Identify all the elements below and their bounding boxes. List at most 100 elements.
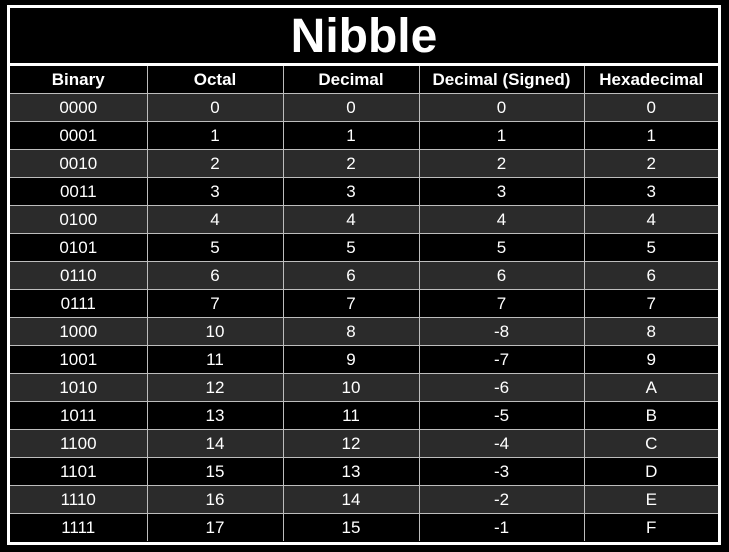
cell-octal: 14 <box>146 429 283 458</box>
cell-hexadecimal: 2 <box>583 149 718 178</box>
table-body: 0000 0 0 0 0 0001 1 1 1 1 0010 2 2 2 2 0011 3 3 3 3 0100 4 4 4 4… <box>10 93 718 541</box>
cell-decimal-signed: 4 <box>418 205 584 234</box>
cell-octal: 16 <box>146 485 283 514</box>
table-row: 1001 11 9 -7 9 <box>10 345 718 374</box>
cell-binary: 1001 <box>10 345 147 374</box>
cell-hexadecimal: 1 <box>583 121 718 150</box>
cell-hexadecimal: 3 <box>583 177 718 206</box>
cell-octal: 12 <box>146 373 283 402</box>
cell-octal: 17 <box>146 513 283 541</box>
cell-decimal: 4 <box>282 205 419 234</box>
table-row: 0100 4 4 4 4 <box>10 205 718 234</box>
cell-decimal: 3 <box>282 177 419 206</box>
cell-hexadecimal: D <box>583 457 718 486</box>
cell-octal: 3 <box>146 177 283 206</box>
cell-decimal-signed: -3 <box>418 457 584 486</box>
cell-decimal-signed: 2 <box>418 149 584 178</box>
table-row: 1010 12 10 -6 A <box>10 373 718 402</box>
cell-decimal: 0 <box>282 93 419 122</box>
cell-decimal-signed: -4 <box>418 429 584 458</box>
cell-binary: 0110 <box>10 261 147 290</box>
cell-hexadecimal: 5 <box>583 233 718 262</box>
table-row: 0110 6 6 6 6 <box>10 261 718 290</box>
cell-hexadecimal: F <box>583 513 718 541</box>
cell-hexadecimal: 6 <box>583 261 718 290</box>
conversion-table: Binary Octal Decimal Decimal (Signed) He… <box>10 66 718 541</box>
cell-decimal: 12 <box>282 429 419 458</box>
cell-binary: 1010 <box>10 373 147 402</box>
cell-hexadecimal: B <box>583 401 718 430</box>
cell-hexadecimal: 8 <box>583 317 718 346</box>
table-row: 1011 13 11 -5 B <box>10 401 718 430</box>
cell-binary: 0100 <box>10 205 147 234</box>
cell-octal: 15 <box>146 457 283 486</box>
cell-decimal-signed: 5 <box>418 233 584 262</box>
table-row: 1110 16 14 -2 E <box>10 485 718 514</box>
column-header-binary: Binary <box>10 66 147 94</box>
nibble-table-frame: Nibble Binary Octal Decimal Decimal (Sig… <box>7 5 721 545</box>
cell-hexadecimal: 4 <box>583 205 718 234</box>
cell-binary: 1111 <box>10 513 147 541</box>
table-row: 0101 5 5 5 5 <box>10 233 718 262</box>
cell-hexadecimal: C <box>583 429 718 458</box>
cell-decimal: 5 <box>282 233 419 262</box>
cell-binary: 1000 <box>10 317 147 346</box>
cell-decimal-signed: -7 <box>418 345 584 374</box>
cell-octal: 11 <box>146 345 283 374</box>
cell-binary: 1100 <box>10 429 147 458</box>
cell-binary: 0111 <box>10 289 147 318</box>
table-row: 0111 7 7 7 7 <box>10 289 718 318</box>
cell-hexadecimal: A <box>583 373 718 402</box>
cell-decimal: 2 <box>282 149 419 178</box>
page-title: Nibble <box>10 8 718 66</box>
table-row: 1000 10 8 -8 8 <box>10 317 718 346</box>
cell-decimal: 9 <box>282 345 419 374</box>
cell-octal: 10 <box>146 317 283 346</box>
cell-hexadecimal: 7 <box>583 289 718 318</box>
table-row: 1100 14 12 -4 C <box>10 429 718 458</box>
cell-octal: 5 <box>146 233 283 262</box>
cell-decimal-signed: -6 <box>418 373 584 402</box>
cell-binary: 0001 <box>10 121 147 150</box>
column-header-octal: Octal <box>146 66 283 94</box>
cell-binary: 1101 <box>10 457 147 486</box>
cell-decimal: 14 <box>282 485 419 514</box>
cell-binary: 0000 <box>10 93 147 122</box>
cell-decimal: 10 <box>282 373 419 402</box>
cell-binary: 0010 <box>10 149 147 178</box>
cell-decimal-signed: 3 <box>418 177 584 206</box>
cell-decimal-signed: 1 <box>418 121 584 150</box>
cell-octal: 4 <box>146 205 283 234</box>
cell-binary: 0101 <box>10 233 147 262</box>
cell-hexadecimal: 9 <box>583 345 718 374</box>
column-header-hexadecimal: Hexadecimal <box>583 66 718 94</box>
cell-octal: 2 <box>146 149 283 178</box>
cell-octal: 6 <box>146 261 283 290</box>
cell-decimal: 13 <box>282 457 419 486</box>
cell-binary: 1011 <box>10 401 147 430</box>
column-header-decimal: Decimal <box>282 66 419 94</box>
table-row: 0011 3 3 3 3 <box>10 177 718 206</box>
cell-binary: 1110 <box>10 485 147 514</box>
cell-decimal-signed: 0 <box>418 93 584 122</box>
cell-decimal-signed: -2 <box>418 485 584 514</box>
cell-decimal-signed: 7 <box>418 289 584 318</box>
cell-octal: 1 <box>146 121 283 150</box>
cell-decimal: 1 <box>282 121 419 150</box>
cell-octal: 0 <box>146 93 283 122</box>
table-row: 0000 0 0 0 0 <box>10 93 718 122</box>
cell-octal: 13 <box>146 401 283 430</box>
table-row: 1101 15 13 -3 D <box>10 457 718 486</box>
cell-decimal: 8 <box>282 317 419 346</box>
cell-binary: 0011 <box>10 177 147 206</box>
table-row: 0001 1 1 1 1 <box>10 121 718 150</box>
cell-decimal: 6 <box>282 261 419 290</box>
cell-decimal: 7 <box>282 289 419 318</box>
cell-hexadecimal: 0 <box>583 93 718 122</box>
cell-decimal-signed: -5 <box>418 401 584 430</box>
table-row: 1111 17 15 -1 F <box>10 513 718 541</box>
cell-octal: 7 <box>146 289 283 318</box>
cell-decimal-signed: -1 <box>418 513 584 541</box>
table-header-row: Binary Octal Decimal Decimal (Signed) He… <box>10 66 718 94</box>
column-header-decimal-signed: Decimal (Signed) <box>418 66 584 94</box>
